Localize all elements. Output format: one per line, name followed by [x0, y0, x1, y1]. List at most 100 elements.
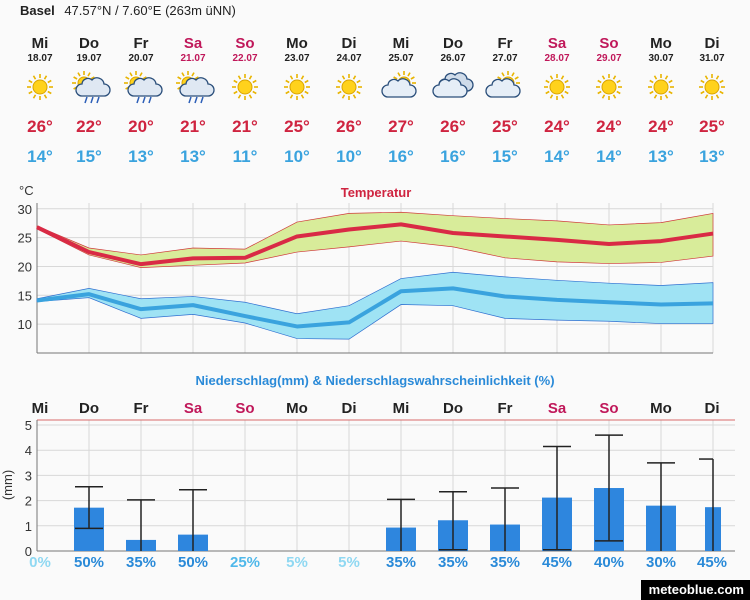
day-date: 23.07 — [284, 53, 309, 64]
y-tick-label: 5 — [25, 418, 32, 433]
sun-ray — [545, 90, 550, 95]
cloud-shape — [485, 78, 521, 98]
sun-ray — [304, 90, 309, 95]
sun-ray — [668, 90, 673, 95]
precip-probability: 45% — [697, 554, 727, 571]
sun-ray — [616, 90, 621, 95]
precipitation-chart-title: Niederschlag(mm) & Niederschlagswahrsche… — [195, 373, 554, 388]
y-tick-label: 30 — [18, 202, 32, 217]
sun-ray — [616, 79, 621, 84]
sun-ray — [248, 75, 253, 80]
day-date: 20.07 — [128, 53, 153, 64]
sun-ray — [545, 79, 550, 84]
sun-ray — [191, 72, 195, 77]
rain-drop — [194, 96, 198, 104]
sun-ray — [181, 72, 185, 77]
day-date: 24.07 — [336, 53, 361, 64]
day-name: Fr — [134, 35, 149, 52]
max-temp: 26° — [440, 117, 466, 136]
sun-ray — [285, 79, 290, 84]
sun-disc — [341, 79, 357, 95]
y-tick-label: 20 — [18, 259, 32, 274]
day-name: So — [235, 35, 254, 52]
precip-probability: 25% — [230, 554, 260, 571]
sun-ray — [289, 75, 294, 80]
max-temp-band — [36, 211, 714, 268]
day-name: So — [235, 400, 254, 417]
min-temp: 13° — [699, 147, 725, 166]
sun-ray — [601, 94, 606, 99]
min-temp: 14° — [544, 147, 570, 166]
precip-probability: 35% — [438, 554, 468, 571]
max-temp: 20° — [128, 117, 154, 136]
y-tick-label: 3 — [25, 468, 32, 483]
precip-axis-label: (mm) — [0, 470, 15, 500]
sun-ray — [341, 94, 346, 99]
sun-icon — [699, 74, 725, 100]
sun-ray — [564, 79, 569, 84]
precip-probability: 35% — [126, 554, 156, 571]
sun-ray — [653, 75, 658, 80]
sun-ray — [549, 94, 554, 99]
sun-ray — [704, 94, 709, 99]
precip-day-row: Mi Do Fr Sa So Mo Di Mi Do Fr Sa So Mo Di — [32, 400, 720, 417]
sun-ray — [668, 79, 673, 84]
rain-drop — [200, 96, 204, 104]
day-date: 29.07 — [596, 53, 621, 64]
sun-icon — [336, 74, 362, 100]
probability-row: 0% 50% 35% 50% 25% 5% 5% 35% 35% 35% 45% 40% 30% 45% — [29, 554, 727, 571]
sun-disc — [237, 79, 253, 95]
temperature-summary: 26° 14° 22° 15° 20° 13° 21° 13° 21° 11° 25° 10° 26° 1… — [27, 117, 725, 166]
day-date: 21.07 — [180, 53, 205, 64]
sun-ray — [597, 79, 602, 84]
rain-drop — [84, 96, 88, 104]
max-temp: 26° — [336, 117, 362, 136]
precip-probability: 35% — [386, 554, 416, 571]
sun-ray — [664, 75, 669, 80]
day-name: So — [599, 400, 618, 417]
sun-ray — [649, 90, 654, 95]
sun-cloud-rain-icon — [176, 71, 215, 104]
day-name: Mo — [650, 400, 672, 417]
sun-disc — [289, 79, 305, 95]
day-date: 27.07 — [492, 53, 517, 64]
y-tick-label: 10 — [18, 317, 32, 332]
max-temp: 21° — [180, 117, 206, 136]
sun-ray — [511, 72, 515, 77]
day-name: Do — [443, 35, 463, 52]
day-name: Mo — [286, 35, 308, 52]
max-temp: 25° — [492, 117, 518, 136]
sun-ray — [664, 94, 669, 99]
location-header: Basel 47.57°N / 7.60°E (263m üNN) — [20, 3, 236, 18]
temperature-chart-title: Temperatur — [341, 185, 412, 200]
day-name: Do — [443, 400, 463, 417]
sun-icon — [232, 74, 258, 100]
sun-cloud-rain-icon — [72, 71, 111, 104]
day-name: Mi — [32, 35, 49, 52]
day-name: Sa — [184, 400, 203, 417]
sun-cloud-rain-icon — [124, 71, 163, 104]
day-header-row: Mi18.07Do19.07Fr20.07Sa21.07So22.07Mo23.… — [27, 35, 724, 64]
day-name: Fr — [134, 400, 149, 417]
sun-ray — [715, 75, 720, 80]
sun-ray — [237, 94, 242, 99]
sun-ray — [337, 90, 342, 95]
sun-ray — [194, 76, 199, 80]
sun-ray — [237, 75, 242, 80]
sun-ray — [337, 79, 342, 84]
sun-ray — [32, 94, 37, 99]
sun-disc — [601, 79, 617, 95]
sun-ray — [410, 76, 415, 80]
day-name: Mo — [286, 400, 308, 417]
sun-ray — [300, 75, 305, 80]
sun-ray — [514, 76, 519, 80]
sun-ray — [407, 72, 411, 77]
min-temp: 10° — [336, 147, 362, 166]
day-date: 22.07 — [232, 53, 257, 64]
precip-probability: 5% — [338, 554, 360, 571]
sun-ray — [501, 72, 505, 77]
precip-probability: 35% — [490, 554, 520, 571]
day-name: So — [599, 35, 618, 52]
rain-drop — [142, 96, 146, 104]
sun-disc — [653, 79, 669, 95]
